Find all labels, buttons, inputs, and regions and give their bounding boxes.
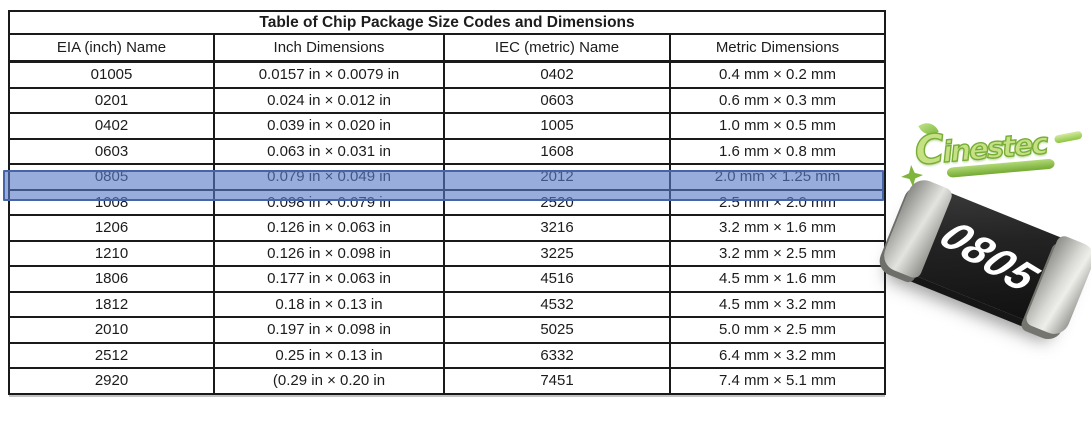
table-cell: 1812	[8, 290, 215, 318]
table-cell: 0.197 in × 0.098 in	[213, 316, 445, 344]
table-cell: 2512	[8, 341, 215, 369]
table-cell: 2520	[443, 188, 671, 216]
table-cell: 0.18 in × 0.13 in	[213, 290, 445, 318]
table-cell: 1206	[8, 214, 215, 242]
table-row: 0603 0.063 in × 0.031 in 1608 1.6 mm × 0.8 …	[8, 137, 886, 165]
table-row: 1806 0.177 in × 0.063 in 4516 4.5 mm × 1.6 …	[8, 265, 886, 293]
table-row: 2512 0.25 in × 0.13 in 6332 6.4 mm × 3.2 mm	[8, 341, 886, 369]
table-cell: 01005	[8, 60, 215, 89]
table-cell: 1005	[443, 112, 671, 140]
table-cell: 1.6 mm × 0.8 mm	[669, 137, 886, 165]
table-cell: 0.024 in × 0.012 in	[213, 86, 445, 114]
column-header-iec-name: IEC (metric) Name	[443, 33, 671, 63]
table-cell: 7451	[443, 367, 671, 395]
table-row: 2010 0.197 in × 0.098 in 5025 5.0 mm × 2.5 …	[8, 316, 886, 344]
table-cell: 1806	[8, 265, 215, 293]
chip-size-table: Table of Chip Package Size Codes and Dim…	[8, 10, 886, 395]
table-cell: (0.29 in × 0.20 in	[213, 367, 445, 395]
table-cell: 0.25 in × 0.13 in	[213, 341, 445, 369]
table-cell: 1210	[8, 239, 215, 267]
table-cell: 0603	[8, 137, 215, 165]
table-row: 1812 0.18 in × 0.13 in 4532 4.5 mm × 3.2 mm	[8, 290, 886, 318]
table-cell: 0.098 in × 0.079 in	[213, 188, 445, 216]
table-cell: 4516	[443, 265, 671, 293]
table-row: 01005 0.0157 in × 0.0079 in 0402 0.4 mm × 0…	[8, 60, 886, 89]
table-cell: 7.4 mm × 5.1 mm	[669, 367, 886, 395]
table-cell: 0.126 in × 0.063 in	[213, 214, 445, 242]
table-cell: 0.063 in × 0.031 in	[213, 137, 445, 165]
table-cell: 6.4 mm × 3.2 mm	[669, 341, 886, 369]
table-cell: 2010	[8, 316, 215, 344]
table-cell: 0805	[8, 163, 215, 191]
table-header-row: EIA (inch) Name Inch Dimensions IEC (met…	[8, 33, 886, 63]
table-cell: 5.0 mm × 2.5 mm	[669, 316, 886, 344]
table-title: Table of Chip Package Size Codes and Dim…	[8, 10, 886, 35]
resistor-body: 0805	[879, 175, 1091, 339]
table-cell: 6332	[443, 341, 671, 369]
logo-swoosh	[1053, 130, 1083, 144]
table-cell: 2.5 mm × 2.0 mm	[669, 188, 886, 216]
table-cell: 5025	[443, 316, 671, 344]
table-cell: 0402	[8, 112, 215, 140]
table-cell: 0.079 in × 0.049 in	[213, 163, 445, 191]
table-title-row: Table of Chip Package Size Codes and Dim…	[8, 10, 886, 35]
table-cell: 0603	[443, 86, 671, 114]
table-cell: 1608	[443, 137, 671, 165]
table-row: 0201 0.024 in × 0.012 in 0603 0.6 mm × 0.3 …	[8, 86, 886, 114]
table-cell: 0201	[8, 86, 215, 114]
table-cell: 0.6 mm × 0.3 mm	[669, 86, 886, 114]
resistor-photo-0805: 0805	[879, 175, 1091, 339]
table-cell: 0.039 in × 0.020 in	[213, 112, 445, 140]
table-cell: 0.177 in × 0.063 in	[213, 265, 445, 293]
column-header-metric-dimensions: Metric Dimensions	[669, 33, 886, 63]
table-row: 1210 0.126 in × 0.098 in 3225 3.2 mm × 2.5 …	[8, 239, 886, 267]
table-cell: 3225	[443, 239, 671, 267]
table-cell: 0.4 mm × 0.2 mm	[669, 60, 886, 89]
table-cell: 3216	[443, 214, 671, 242]
table-row: 1008 0.098 in × 0.079 in 2520 2.5 mm × 2.0 …	[8, 188, 886, 216]
table-cell: 3.2 mm × 2.5 mm	[669, 239, 886, 267]
table-cell: 2012	[443, 163, 671, 191]
table-row: 2920 (0.29 in × 0.20 in 7451 7.4 mm × 5.1 m…	[8, 367, 886, 395]
table-cell: 0.126 in × 0.098 in	[213, 239, 445, 267]
column-header-inch-dimensions: Inch Dimensions	[213, 33, 445, 63]
table-cell: 0402	[443, 60, 671, 89]
table-cell: 4.5 mm × 3.2 mm	[669, 290, 886, 318]
table-cell: 2.0 mm × 1.25 mm	[669, 163, 886, 191]
table-cell: 0.0157 in × 0.0079 in	[213, 60, 445, 89]
table-cell: 1008	[8, 188, 215, 216]
table-row: 0805 0.079 in × 0.049 in 2012 2.0 mm × 1.25…	[8, 163, 886, 191]
column-header-eia-name: EIA (inch) Name	[8, 33, 215, 63]
table-cell: 2920	[8, 367, 215, 395]
table-row: 0402 0.039 in × 0.020 in 1005 1.0 mm × 0.5 …	[8, 112, 886, 140]
table-cell: 4.5 mm × 1.6 mm	[669, 265, 886, 293]
table-cell: 1.0 mm × 0.5 mm	[669, 112, 886, 140]
table-cell: 3.2 mm × 1.6 mm	[669, 214, 886, 242]
chip-package-size-table: Table of Chip Package Size Codes and Dim…	[8, 10, 886, 395]
table-cell: 4532	[443, 290, 671, 318]
table-row: 1206 0.126 in × 0.063 in 3216 3.2 mm × 1.6 …	[8, 214, 886, 242]
table-body: 01005 0.0157 in × 0.0079 in 0402 0.4 mm × 0…	[8, 60, 886, 395]
